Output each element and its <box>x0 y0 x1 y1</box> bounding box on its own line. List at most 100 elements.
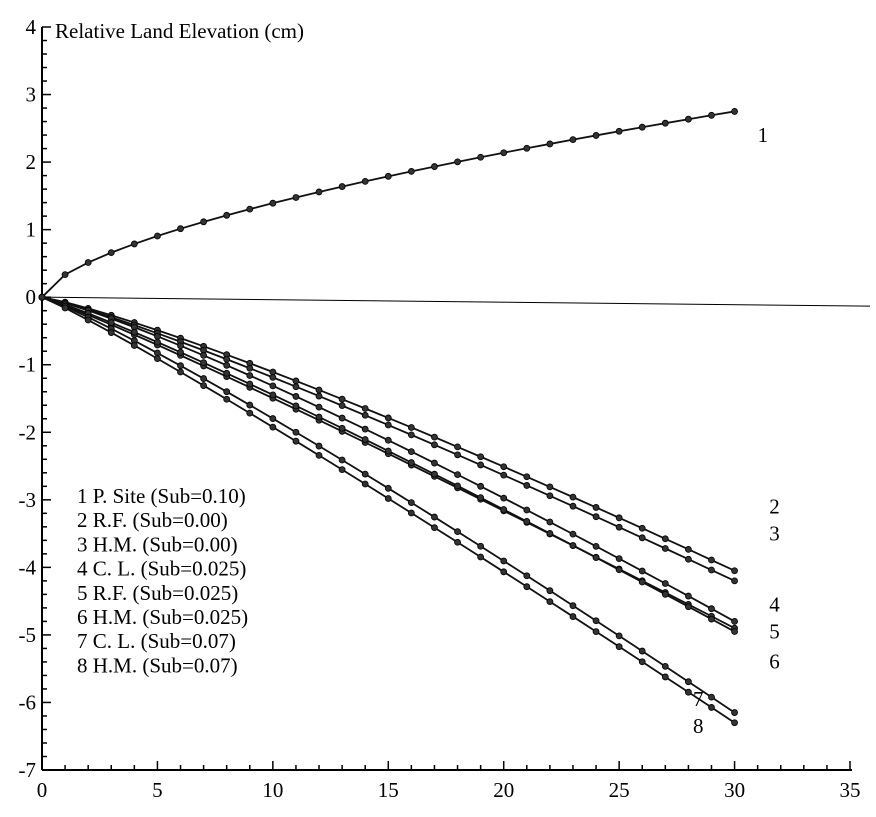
data-point <box>315 451 323 459</box>
zero-reference-line <box>41 296 871 307</box>
x-tick-label: 15 <box>378 778 399 802</box>
data-point <box>685 592 692 600</box>
data-point <box>130 342 138 349</box>
data-point <box>177 368 184 376</box>
data-point <box>177 362 184 370</box>
data-point <box>431 441 438 449</box>
data-point <box>592 628 600 635</box>
data-point <box>546 140 554 148</box>
data-point <box>384 421 392 429</box>
data-point <box>454 443 461 451</box>
data-point <box>154 338 161 346</box>
data-point <box>500 494 508 502</box>
data-point <box>407 459 415 466</box>
data-point <box>246 364 254 372</box>
data-point <box>246 372 254 379</box>
data-point <box>708 693 715 701</box>
data-point <box>477 553 485 561</box>
y-tick-label: -1 <box>19 353 37 377</box>
data-point <box>477 482 485 490</box>
data-point <box>685 545 692 553</box>
data-point <box>569 542 577 549</box>
data-point <box>338 402 346 410</box>
data-point <box>546 587 554 595</box>
data-point <box>500 471 508 479</box>
y-tick-label: -7 <box>19 758 37 782</box>
data-point <box>130 328 138 336</box>
data-point <box>685 603 692 611</box>
data-point <box>384 447 392 455</box>
data-point <box>661 590 669 598</box>
series-8 <box>38 293 738 727</box>
data-point <box>61 271 69 279</box>
x-tick-label: 25 <box>609 778 630 802</box>
data-point <box>454 158 461 166</box>
data-point <box>246 205 254 213</box>
data-point <box>361 425 369 433</box>
data-point <box>269 373 277 381</box>
data-point <box>569 493 577 501</box>
legend-entry: 5 R.F. (Sub=0.025) <box>77 581 238 605</box>
data-point <box>154 332 161 340</box>
data-point <box>223 361 231 369</box>
data-point <box>523 572 531 580</box>
data-point <box>177 225 184 233</box>
data-point <box>454 471 461 479</box>
y-tick-label: -3 <box>19 488 37 512</box>
data-point <box>269 199 277 207</box>
data-point <box>223 369 231 377</box>
data-point <box>361 177 369 185</box>
data-point <box>685 115 692 123</box>
data-point <box>500 506 508 513</box>
data-point <box>200 382 208 389</box>
data-point <box>338 456 346 464</box>
legend-entry: 7 C. L. (Sub=0.07) <box>77 629 236 653</box>
data-point <box>246 409 254 417</box>
data-point <box>361 470 369 478</box>
data-point <box>315 188 323 196</box>
data-point <box>407 167 415 175</box>
data-point <box>708 111 715 119</box>
data-point <box>384 414 392 422</box>
data-point <box>500 557 508 565</box>
data-point <box>661 545 669 552</box>
end-labels: 1 2 3 4 5 6 7 8 <box>693 123 780 738</box>
data-point <box>731 719 738 727</box>
data-point <box>615 514 623 522</box>
y-tick-label: -2 <box>19 420 37 444</box>
data-point <box>361 436 369 443</box>
data-point <box>592 554 600 561</box>
data-point <box>431 513 438 521</box>
data-point <box>500 463 508 471</box>
data-point <box>708 704 715 711</box>
data-point <box>223 211 231 219</box>
data-point <box>569 602 577 610</box>
data-point <box>615 555 623 563</box>
data-point <box>223 388 231 396</box>
data-point <box>685 688 692 696</box>
data-point <box>431 470 438 478</box>
data-point <box>384 172 392 180</box>
data-point <box>315 442 323 450</box>
data-point <box>638 567 646 575</box>
data-point <box>269 423 277 431</box>
data-point <box>177 348 184 356</box>
data-point <box>731 577 738 585</box>
series-end-label: 1 <box>758 123 769 147</box>
y-tick-label: 0 <box>26 285 37 309</box>
data-point <box>569 136 577 144</box>
data-point <box>338 414 346 422</box>
data-point <box>592 504 600 511</box>
data-point <box>61 304 69 312</box>
series-end-label: 6 <box>769 650 780 674</box>
data-point <box>661 673 669 681</box>
data-point <box>638 658 646 666</box>
data-point <box>546 530 554 537</box>
data-point <box>107 329 115 336</box>
data-point <box>292 383 300 391</box>
data-point <box>523 144 531 152</box>
y-tick-label: -4 <box>19 555 37 579</box>
data-point <box>200 375 208 382</box>
data-point <box>477 461 485 469</box>
data-point <box>638 578 646 586</box>
